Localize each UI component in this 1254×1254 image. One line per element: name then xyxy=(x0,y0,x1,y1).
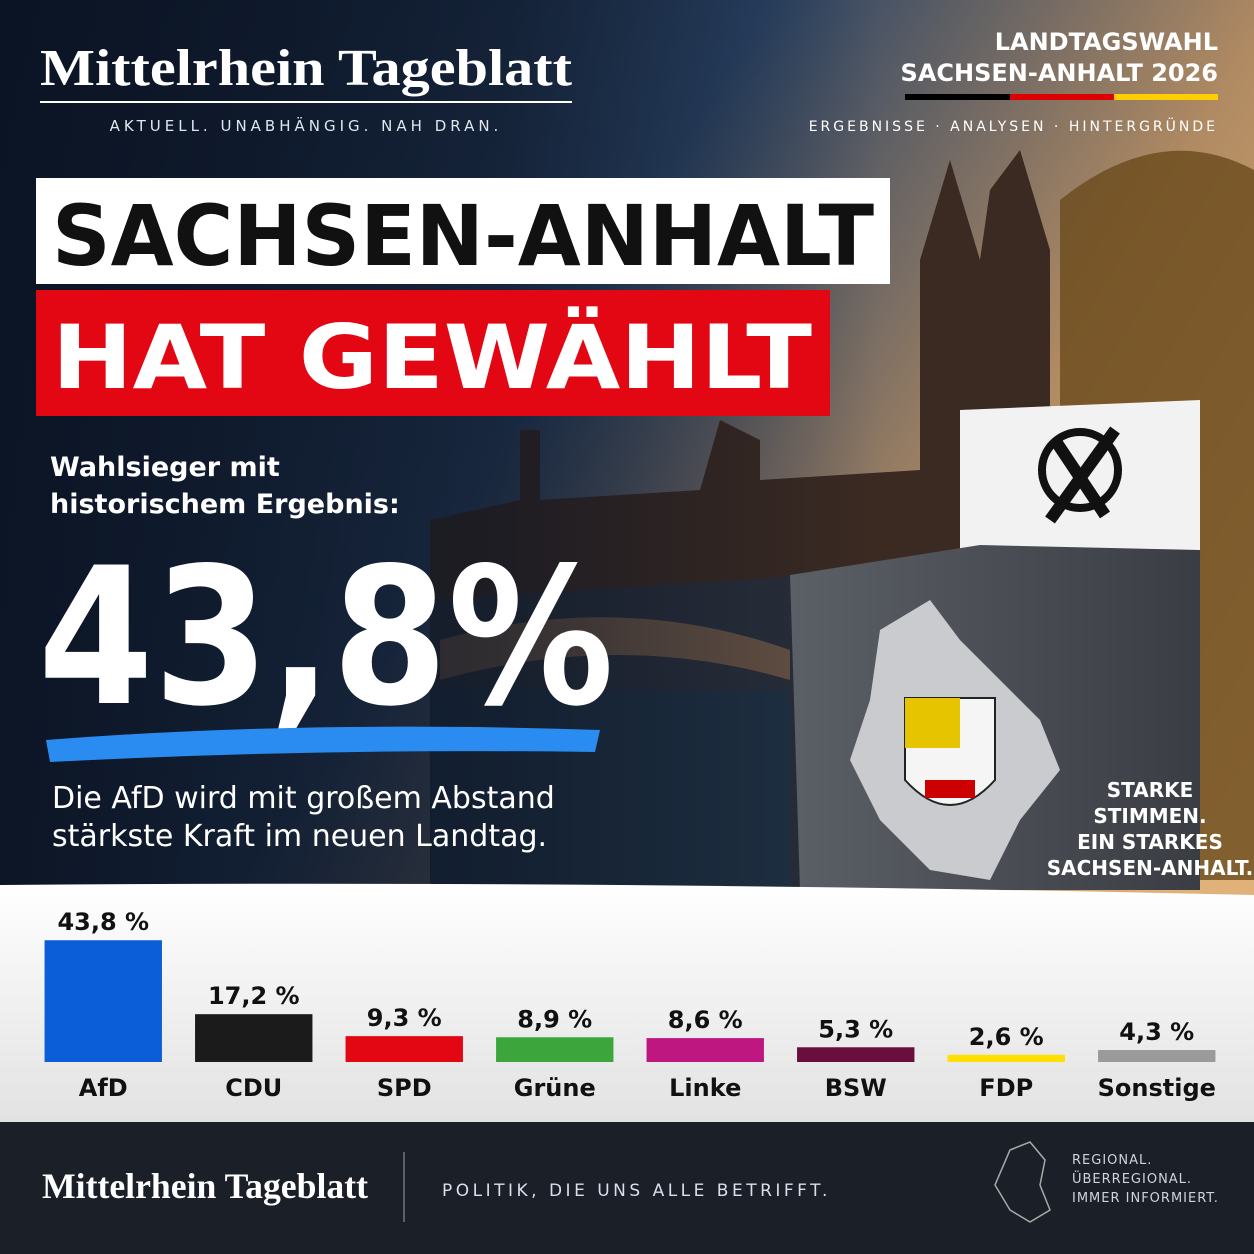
slogan-line: EIN STARKES xyxy=(1077,830,1223,854)
flag-stripe xyxy=(1010,94,1114,100)
value-label: 9,3 % xyxy=(367,1004,442,1032)
headline-line: SACHSEN-ANHALT xyxy=(52,187,874,285)
winner-text: Die AfD wird mit großem Abstand xyxy=(52,781,555,816)
value-label: 8,6 % xyxy=(668,1006,743,1034)
slogan-line: SACHSEN-ANHALT. xyxy=(1047,856,1253,880)
value-label: 5,3 % xyxy=(818,1015,893,1043)
bar xyxy=(496,1037,614,1062)
big-number: 43,8% xyxy=(38,527,614,748)
winner-intro: Wahlsieger mit xyxy=(50,452,280,483)
flag-stripe xyxy=(905,94,1010,100)
footer-title: Mittelrhein Tageblatt xyxy=(42,1166,368,1206)
badge-line: SACHSEN-ANHALT 2026 xyxy=(901,59,1218,87)
badge: LANDTAGSWAHL SACHSEN-ANHALT 2026 ERGEBNI… xyxy=(809,28,1218,135)
value-label: 4,3 % xyxy=(1119,1018,1194,1046)
category-label: FDP xyxy=(979,1074,1033,1102)
footer-right: ÜBERREGIONAL. xyxy=(1072,1170,1192,1187)
headline-line: HAT GEWÄHLT xyxy=(52,306,812,409)
map-outline xyxy=(994,1141,1051,1223)
slogan: STARKE STIMMEN. EIN STARKES SACHSEN-ANHA… xyxy=(1047,778,1253,880)
tagline: AKTUELL. UNABHÄNGIG. NAH DRAN. xyxy=(110,116,503,135)
category-label: Sonstige xyxy=(1098,1074,1216,1102)
winner-text: stärkste Kraft im neuen Landtag. xyxy=(52,819,547,854)
brush-stroke xyxy=(46,726,600,762)
badge-subline: ERGEBNISSE · ANALYSEN · HINTERGRÜNDE xyxy=(809,117,1218,135)
category-label: SPD xyxy=(377,1074,432,1102)
category-label: AfD xyxy=(79,1074,128,1102)
value-label: 2,6 % xyxy=(969,1023,1044,1051)
bar xyxy=(1098,1050,1216,1062)
category-label: BSW xyxy=(825,1074,887,1102)
bar xyxy=(947,1054,1065,1062)
chart-panel xyxy=(0,883,1254,1122)
footer-right: IMMER INFORMIERT. xyxy=(1072,1191,1219,1206)
headline-box xyxy=(36,178,890,284)
bar xyxy=(345,1036,463,1062)
footer: Mittelrhein Tageblatt POLITIK, DIE UNS A… xyxy=(0,1122,1254,1254)
headline-box xyxy=(36,290,830,416)
category-label: Grüne xyxy=(514,1074,596,1102)
value-label: 17,2 % xyxy=(208,982,300,1010)
masthead-title: Mittelrhein Tageblatt xyxy=(40,40,573,97)
badge-line: LANDTAGSWAHL xyxy=(995,28,1218,56)
bar-chart: 43,8 % AfD 17,2 % CDU 9,3 % SPD 8,9 % Grüne 8,6 … xyxy=(44,908,1216,1102)
slogan-line: STIMMEN. xyxy=(1093,804,1206,828)
winner: Wahlsieger mit historischem Ergebnis: 43… xyxy=(38,452,614,854)
bar xyxy=(195,1014,313,1062)
flag-stripe xyxy=(1114,94,1218,100)
masthead: Mittelrhein Tageblatt AKTUELL. UNABHÄNGI… xyxy=(40,40,573,135)
category-label: Linke xyxy=(669,1074,741,1102)
bar xyxy=(44,940,162,1062)
category-label: CDU xyxy=(225,1074,282,1102)
slogan-line: STARKE xyxy=(1107,778,1194,802)
value-label: 43,8 % xyxy=(57,908,149,936)
footer-bg xyxy=(0,1122,1254,1254)
footer-slogan: POLITIK, DIE UNS ALLE BETRIFFT. xyxy=(442,1181,831,1201)
headline: SACHSEN-ANHALT HAT GEWÄHLT xyxy=(36,178,890,416)
footer-right: REGIONAL. xyxy=(1072,1153,1152,1168)
bar xyxy=(797,1047,915,1062)
value-label: 8,9 % xyxy=(517,1005,592,1033)
winner-intro: historischem Ergebnis: xyxy=(50,489,400,520)
bar xyxy=(646,1038,764,1062)
ballot-box xyxy=(790,400,1200,890)
